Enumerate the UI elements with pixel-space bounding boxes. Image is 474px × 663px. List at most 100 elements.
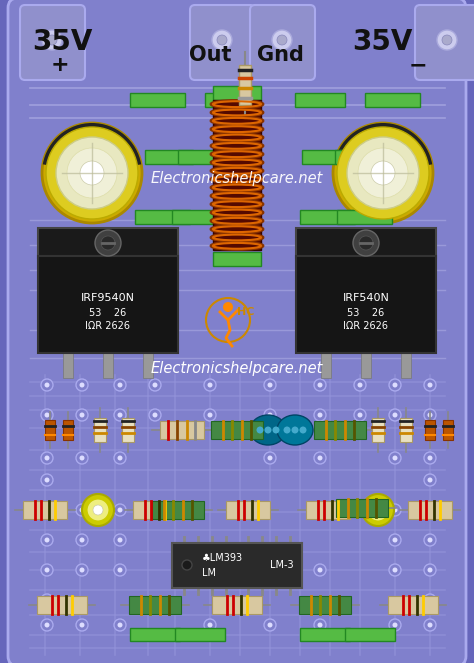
Bar bbox=[38, 256, 178, 353]
Circle shape bbox=[362, 494, 394, 526]
Text: 35V: 35V bbox=[353, 28, 413, 56]
Circle shape bbox=[314, 619, 326, 631]
Text: Out: Out bbox=[189, 45, 231, 65]
Circle shape bbox=[392, 623, 398, 627]
Circle shape bbox=[314, 564, 326, 576]
Circle shape bbox=[373, 505, 383, 515]
Circle shape bbox=[118, 568, 122, 572]
Bar bbox=[103, 353, 113, 378]
Bar bbox=[336, 499, 388, 517]
Circle shape bbox=[392, 383, 398, 387]
Circle shape bbox=[114, 564, 126, 576]
Circle shape bbox=[389, 564, 401, 576]
Circle shape bbox=[45, 623, 49, 627]
Circle shape bbox=[41, 379, 53, 391]
Circle shape bbox=[392, 507, 398, 512]
Text: IΩR 2626: IΩR 2626 bbox=[85, 321, 130, 331]
Text: +: + bbox=[51, 55, 69, 75]
Circle shape bbox=[80, 455, 84, 461]
Circle shape bbox=[347, 137, 419, 209]
Circle shape bbox=[114, 409, 126, 421]
Circle shape bbox=[292, 426, 299, 434]
Bar bbox=[175, 628, 225, 641]
Text: IRF9540N: IRF9540N bbox=[81, 293, 135, 303]
Circle shape bbox=[389, 379, 401, 391]
Circle shape bbox=[45, 538, 49, 542]
Circle shape bbox=[371, 161, 395, 185]
Circle shape bbox=[45, 412, 49, 418]
Text: Electronicshelpcare.net: Electronicshelpcare.net bbox=[151, 170, 323, 186]
Circle shape bbox=[223, 302, 233, 312]
Circle shape bbox=[264, 619, 276, 631]
Circle shape bbox=[424, 409, 436, 421]
Circle shape bbox=[357, 412, 363, 418]
Bar bbox=[345, 628, 395, 641]
Bar bbox=[408, 501, 452, 519]
Circle shape bbox=[208, 412, 212, 418]
Bar bbox=[143, 353, 153, 378]
Wedge shape bbox=[334, 123, 432, 173]
Circle shape bbox=[389, 534, 401, 546]
Circle shape bbox=[318, 455, 322, 461]
Bar bbox=[23, 501, 67, 519]
Bar bbox=[213, 100, 261, 250]
Circle shape bbox=[93, 505, 103, 515]
Circle shape bbox=[41, 594, 53, 606]
Circle shape bbox=[118, 623, 122, 627]
Circle shape bbox=[392, 538, 398, 542]
Bar bbox=[211, 421, 263, 439]
Circle shape bbox=[389, 504, 401, 516]
Bar bbox=[372, 418, 384, 442]
Bar bbox=[302, 150, 350, 164]
Circle shape bbox=[314, 409, 326, 421]
Circle shape bbox=[118, 455, 122, 461]
Bar bbox=[122, 418, 134, 442]
Text: −: − bbox=[409, 55, 428, 75]
Bar bbox=[300, 210, 355, 224]
Circle shape bbox=[76, 619, 88, 631]
Bar bbox=[205, 93, 260, 107]
Bar bbox=[133, 501, 177, 519]
Circle shape bbox=[392, 412, 398, 418]
Circle shape bbox=[424, 594, 436, 606]
Circle shape bbox=[264, 379, 276, 391]
Circle shape bbox=[76, 564, 88, 576]
Circle shape bbox=[267, 568, 273, 572]
Circle shape bbox=[389, 452, 401, 464]
Bar bbox=[94, 418, 106, 442]
Circle shape bbox=[182, 560, 192, 570]
Circle shape bbox=[318, 412, 322, 418]
Circle shape bbox=[118, 412, 122, 418]
Circle shape bbox=[76, 379, 88, 391]
Circle shape bbox=[45, 383, 49, 387]
Text: 35V: 35V bbox=[32, 28, 92, 56]
Circle shape bbox=[153, 412, 157, 418]
FancyBboxPatch shape bbox=[8, 0, 466, 663]
Circle shape bbox=[208, 383, 212, 387]
Wedge shape bbox=[43, 123, 141, 173]
Circle shape bbox=[392, 455, 398, 461]
Circle shape bbox=[76, 452, 88, 464]
Circle shape bbox=[114, 534, 126, 546]
Circle shape bbox=[76, 409, 88, 421]
Circle shape bbox=[389, 619, 401, 631]
Circle shape bbox=[314, 452, 326, 464]
Circle shape bbox=[41, 409, 53, 421]
Bar bbox=[314, 421, 366, 439]
Bar bbox=[388, 596, 438, 614]
Circle shape bbox=[337, 127, 429, 219]
Circle shape bbox=[76, 534, 88, 546]
Bar bbox=[63, 420, 73, 440]
Circle shape bbox=[424, 534, 436, 546]
Circle shape bbox=[389, 409, 401, 421]
Circle shape bbox=[46, 127, 138, 219]
Bar bbox=[63, 353, 73, 378]
Circle shape bbox=[283, 426, 291, 434]
FancyBboxPatch shape bbox=[190, 5, 255, 80]
Circle shape bbox=[45, 597, 49, 603]
FancyBboxPatch shape bbox=[250, 5, 315, 80]
Circle shape bbox=[272, 30, 292, 50]
Circle shape bbox=[264, 452, 276, 464]
Circle shape bbox=[56, 137, 128, 209]
Circle shape bbox=[267, 455, 273, 461]
